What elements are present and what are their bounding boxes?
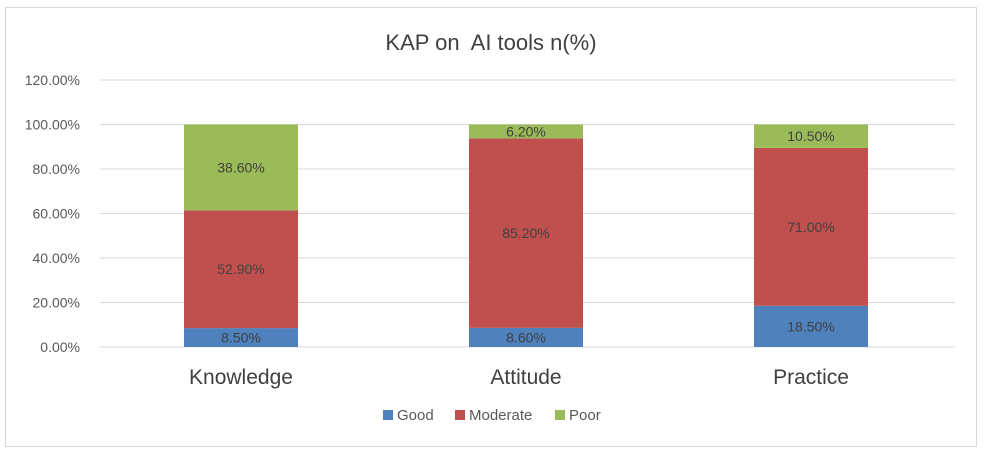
x-tick-label: Knowledge <box>189 366 293 389</box>
y-tick-label: 40.00% <box>33 250 80 266</box>
bar-segment-good-attitude <box>469 327 583 347</box>
bar-segment-moderate-attitude <box>469 138 583 328</box>
data-label: 52.90% <box>217 261 264 277</box>
bar-segment-moderate-knowledge <box>184 210 298 329</box>
legend-swatch-moderate <box>455 410 465 420</box>
data-label: 10.50% <box>787 128 834 144</box>
bar-segment-good-knowledge <box>184 328 298 347</box>
y-axis-ticks: 0.00% 20.00% 40.00% 60.00% 80.00% 100.00% 120.… <box>25 72 80 355</box>
y-tick-label: 80.00% <box>33 161 80 177</box>
data-label: 85.20% <box>502 225 549 241</box>
legend-label-good: Good <box>397 407 434 424</box>
legend-swatch-good <box>383 410 393 420</box>
bars <box>184 124 868 347</box>
x-tick-label: Attitude <box>490 366 561 389</box>
data-label: 38.60% <box>217 159 264 175</box>
data-label: 71.00% <box>787 219 834 235</box>
legend-label-poor: Poor <box>569 407 601 424</box>
legend: Good Moderate Poor <box>383 407 601 424</box>
y-tick-label: 100.00% <box>25 117 80 133</box>
data-label: 8.50% <box>221 330 261 346</box>
data-labels: 8.50% 52.90% 38.60% 8.60% 85.20% 6.20% 18.50% 7… <box>217 123 834 345</box>
x-axis-ticks: Knowledge Attitude Practice <box>189 366 849 389</box>
y-tick-label: 0.00% <box>40 339 80 355</box>
x-tick-label: Practice <box>773 366 849 389</box>
chart-title: KAP on AI tools n(%) <box>385 30 596 55</box>
bar-segment-poor-attitude <box>469 124 583 139</box>
legend-swatch-poor <box>555 410 565 420</box>
legend-label-moderate: Moderate <box>469 407 532 424</box>
bar-segment-good-practice <box>754 305 868 347</box>
bar-segment-poor-knowledge <box>184 124 298 211</box>
y-tick-label: 60.00% <box>33 206 80 222</box>
data-label: 6.20% <box>506 123 546 139</box>
y-tick-label: 120.00% <box>25 72 80 88</box>
data-label: 8.60% <box>506 329 546 345</box>
y-tick-label: 20.00% <box>33 295 80 311</box>
bar-segment-poor-practice <box>754 124 868 148</box>
data-label: 18.50% <box>787 318 834 334</box>
bar-segment-moderate-practice <box>754 147 868 306</box>
